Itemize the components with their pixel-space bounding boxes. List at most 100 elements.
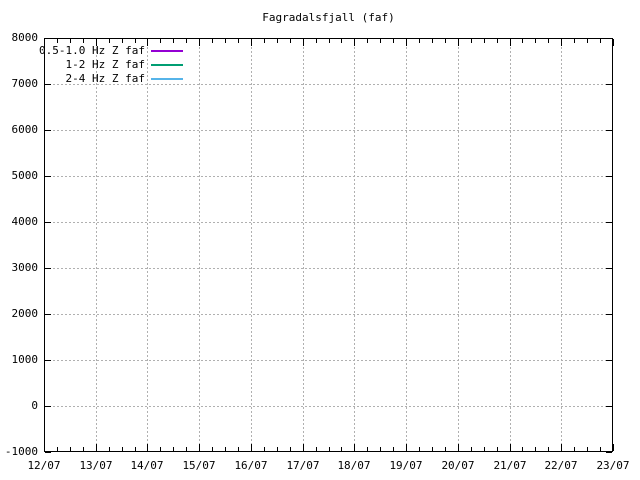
x-minor-tick-bottom [419, 447, 420, 451]
y-tick-label: 5000 [11, 169, 39, 182]
x-minor-tick-bottom [109, 447, 110, 451]
legend-row: 2-4 Hz Z faf [46, 72, 183, 86]
x-minor-tick-bottom [471, 447, 472, 451]
x-major-tick-bottom [406, 444, 407, 451]
v-gridline [303, 39, 304, 451]
x-minor-tick-bottom [600, 447, 601, 451]
x-tick-label: 21/07 [493, 459, 527, 472]
x-minor-tick-top [238, 39, 239, 43]
x-minor-tick-bottom [57, 447, 58, 451]
x-minor-tick-bottom [316, 447, 317, 451]
v-gridline [199, 39, 200, 451]
legend-series-label: 1-2 Hz Z faf [65, 58, 145, 71]
x-tick-label: 16/07 [234, 459, 268, 472]
x-minor-tick-top [471, 39, 472, 43]
x-minor-tick-bottom [548, 447, 549, 451]
x-minor-tick-top [548, 39, 549, 43]
x-tick-label: 15/07 [182, 459, 216, 472]
v-gridline [147, 39, 148, 451]
x-minor-tick-bottom [522, 447, 523, 451]
x-major-tick-top [613, 39, 614, 46]
x-minor-tick-bottom [367, 447, 368, 451]
x-tick-label: 18/07 [337, 459, 371, 472]
x-major-tick-bottom [354, 444, 355, 451]
x-major-tick-top [96, 39, 97, 46]
y-tick-label: 6000 [11, 123, 39, 136]
x-minor-tick-bottom [173, 447, 174, 451]
x-minor-tick-top [341, 39, 342, 43]
x-tick-label: 23/07 [596, 459, 630, 472]
x-minor-tick-top [70, 39, 71, 43]
x-minor-tick-bottom [329, 447, 330, 451]
h-gridline [45, 176, 612, 177]
legend-row: 1-2 Hz Z faf [46, 58, 183, 72]
x-tick-label: 14/07 [130, 459, 164, 472]
x-major-tick-top [406, 39, 407, 46]
y-major-tick-left [45, 84, 51, 85]
legend-series-label: 2-4 Hz Z faf [65, 72, 145, 85]
x-major-tick-top [303, 39, 304, 46]
v-gridline [251, 39, 252, 451]
x-minor-tick-top [225, 39, 226, 43]
x-minor-tick-top [393, 39, 394, 43]
x-minor-tick-top [57, 39, 58, 43]
x-minor-tick-top [522, 39, 523, 43]
x-minor-tick-bottom [277, 447, 278, 451]
x-major-tick-top [561, 39, 562, 46]
x-minor-tick-bottom [83, 447, 84, 451]
x-minor-tick-top [574, 39, 575, 43]
h-gridline [45, 84, 612, 85]
legend-series-label: 0.5-1.0 Hz Z faf [39, 44, 145, 57]
y-tick-label: 0 [31, 399, 38, 412]
x-minor-tick-bottom [445, 447, 446, 451]
legend-line-sample [151, 64, 183, 66]
x-major-tick-top [199, 39, 200, 46]
y-major-tick-right [606, 360, 612, 361]
x-minor-tick-bottom [225, 447, 226, 451]
legend-line-sample [151, 50, 183, 52]
x-minor-tick-top [277, 39, 278, 43]
y-major-tick-right [606, 222, 612, 223]
x-minor-tick-bottom [160, 447, 161, 451]
x-minor-tick-bottom [484, 447, 485, 451]
h-gridline [45, 130, 612, 131]
x-tick-label: 20/07 [441, 459, 475, 472]
x-minor-tick-bottom [574, 447, 575, 451]
y-major-tick-left [45, 452, 51, 453]
y-major-tick-right [606, 130, 612, 131]
x-minor-tick-bottom [393, 447, 394, 451]
v-gridline [510, 39, 511, 451]
plot-area-border [44, 38, 613, 452]
h-gridline [45, 268, 612, 269]
y-major-tick-left [45, 130, 51, 131]
x-minor-tick-bottom [432, 447, 433, 451]
y-major-tick-left [45, 268, 51, 269]
x-minor-tick-top [367, 39, 368, 43]
x-minor-tick-bottom [238, 447, 239, 451]
x-major-tick-bottom [251, 444, 252, 451]
x-major-tick-top [458, 39, 459, 46]
x-minor-tick-top [316, 39, 317, 43]
x-tick-label: 12/07 [27, 459, 61, 472]
x-minor-tick-top [264, 39, 265, 43]
x-minor-tick-top [587, 39, 588, 43]
x-major-tick-bottom [510, 444, 511, 451]
h-gridline [45, 314, 612, 315]
x-minor-tick-top [432, 39, 433, 43]
x-major-tick-bottom [147, 444, 148, 451]
y-tick-label: 4000 [11, 215, 39, 228]
x-tick-label: 22/07 [544, 459, 578, 472]
x-minor-tick-bottom [122, 447, 123, 451]
x-minor-tick-top [600, 39, 601, 43]
y-major-tick-right [606, 452, 612, 453]
x-major-tick-bottom [561, 444, 562, 451]
x-minor-tick-bottom [212, 447, 213, 451]
y-major-tick-right [606, 268, 612, 269]
y-major-tick-right [606, 84, 612, 85]
v-gridline [561, 39, 562, 451]
x-major-tick-top [354, 39, 355, 46]
v-gridline [96, 39, 97, 451]
legend: 0.5-1.0 Hz Z faf 1-2 Hz Z faf 2-4 Hz Z faf [39, 44, 183, 86]
y-tick-label: -1000 [4, 445, 38, 458]
